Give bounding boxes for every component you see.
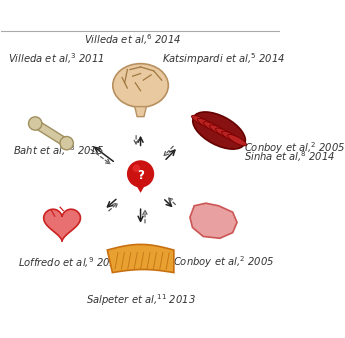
Text: Loffredo et al,$^{9}$ 2013: Loffredo et al,$^{9}$ 2013 [18,255,123,270]
Circle shape [60,137,73,150]
Ellipse shape [204,122,223,133]
Polygon shape [131,176,150,193]
Circle shape [29,117,42,130]
Text: Conboy et al,$^{2}$ 2005: Conboy et al,$^{2}$ 2005 [244,140,345,156]
Text: Katsimpardi et al,$^{5}$ 2014: Katsimpardi et al,$^{5}$ 2014 [162,51,286,67]
Ellipse shape [191,115,210,127]
Text: Conboy et al,$^{2}$ 2005: Conboy et al,$^{2}$ 2005 [174,254,275,270]
Ellipse shape [193,112,245,149]
Circle shape [132,164,140,172]
Ellipse shape [216,128,235,140]
Text: Sinha et al,$^{8}$ 2014: Sinha et al,$^{8}$ 2014 [244,150,335,164]
Polygon shape [33,120,69,147]
Ellipse shape [228,135,247,146]
Circle shape [127,160,154,188]
Text: ?: ? [137,169,144,182]
Ellipse shape [113,64,168,107]
Text: Salpeter et al,$^{11}$ 2013: Salpeter et al,$^{11}$ 2013 [86,292,195,308]
Ellipse shape [198,118,217,130]
Ellipse shape [209,125,229,136]
Ellipse shape [221,131,240,143]
Polygon shape [44,209,80,241]
Text: Baht et al,$^{13}$ 2015: Baht et al,$^{13}$ 2015 [12,143,104,158]
Polygon shape [107,244,174,272]
Text: Villeda et al,$^{6}$ 2014: Villeda et al,$^{6}$ 2014 [83,32,181,47]
Polygon shape [135,106,146,117]
Text: Villeda et al,$^{3}$ 2011: Villeda et al,$^{3}$ 2011 [8,52,104,66]
Polygon shape [190,203,237,238]
